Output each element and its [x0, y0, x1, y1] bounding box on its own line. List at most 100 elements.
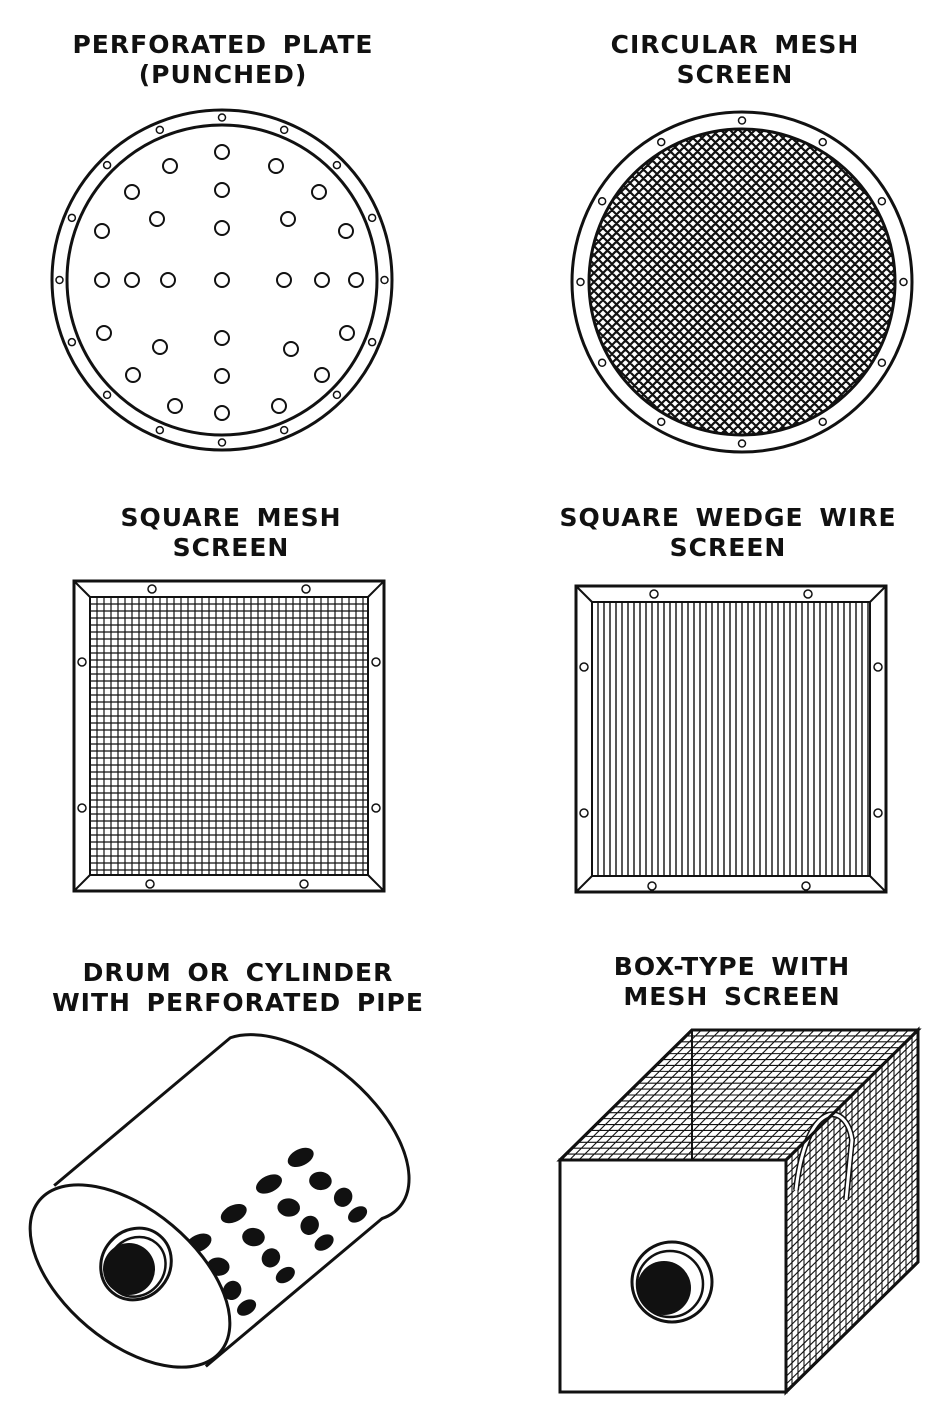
- drum-perforation: [237, 1299, 257, 1316]
- bolt-hole: [67, 337, 77, 347]
- drum-perforation: [222, 1280, 242, 1301]
- bolt-hole: [371, 803, 381, 813]
- internal-pipe-highlight: [794, 1113, 854, 1201]
- bolt-hole: [145, 879, 155, 889]
- frame-miter: [575, 585, 887, 893]
- drum-perforation: [314, 1234, 334, 1251]
- perforation-hole: [152, 339, 168, 355]
- perforation-hole: [214, 330, 230, 346]
- bolt-hole: [579, 662, 589, 672]
- perforation-hole: [96, 325, 112, 341]
- bolt-hole: [649, 589, 659, 599]
- plate-inner-rim: [65, 123, 379, 437]
- bolt-hole: [597, 197, 607, 206]
- circular-mesh-title: CIRCULAR MESH SCREEN: [610, 30, 860, 89]
- perforation-hole: [314, 367, 330, 383]
- drum-perforation: [277, 1198, 300, 1217]
- bolt-hole: [332, 160, 342, 170]
- drum-perforation: [333, 1187, 353, 1207]
- bolt-hole: [877, 197, 887, 206]
- bolt-hole: [818, 417, 827, 427]
- box-pipe-opening: [637, 1261, 691, 1315]
- drum-cylinder-illustration: [28, 1033, 411, 1369]
- pipe-opening: [103, 1243, 155, 1295]
- box-top-mesh: [566, 1029, 912, 1161]
- bolt-hole: [877, 358, 887, 367]
- bolt-hole: [279, 425, 289, 435]
- perforation-hole: [162, 158, 178, 174]
- perforation-hole: [338, 223, 354, 239]
- bolt-hole: [332, 390, 342, 400]
- bolt-hole: [737, 116, 747, 125]
- bolt-hole: [367, 337, 377, 347]
- box-mesh-illustration: [556, 1026, 922, 1396]
- drum-perforation: [309, 1171, 332, 1191]
- perforation-hole: [314, 272, 330, 288]
- box-title: BOX-TYPE WITH MESH SCREEN: [613, 952, 851, 1011]
- frame-outer: [72, 579, 386, 893]
- box-edges: [558, 1028, 920, 1394]
- perforation-hole: [339, 325, 355, 341]
- bolt-hole: [102, 390, 112, 400]
- bolt-hole: [801, 881, 811, 891]
- bolt-hole: [299, 879, 309, 889]
- drum-perforation: [242, 1227, 265, 1247]
- bolt-hole: [657, 137, 666, 147]
- drum-perforation: [287, 1147, 314, 1168]
- perforation-hole: [276, 272, 292, 288]
- drum-perforation: [220, 1203, 247, 1224]
- mesh-outer-rim: [570, 110, 914, 454]
- perforation-hole: [214, 405, 230, 421]
- perforation-hole: [167, 398, 183, 414]
- drum-perforation: [275, 1266, 295, 1284]
- bolt-hole: [217, 113, 227, 122]
- wedge-bars: [597, 602, 869, 876]
- perforation-hole: [283, 341, 299, 357]
- perforation-hole: [214, 368, 230, 384]
- perforation-hole: [214, 220, 230, 236]
- bolt-hole: [367, 213, 377, 223]
- drum-perforation: [300, 1215, 319, 1235]
- perforation-hole: [214, 182, 230, 198]
- mesh-grid: [90, 597, 368, 875]
- bolt-hole: [647, 881, 657, 891]
- bolt-hole: [217, 438, 227, 447]
- drum-perforation: [261, 1248, 281, 1268]
- bolt-hole: [77, 803, 87, 813]
- bolt-hole: [371, 657, 381, 667]
- frame-outer: [574, 584, 888, 894]
- square-mesh-title: SQUARE MESH SCREEN: [120, 503, 342, 562]
- bolt-hole: [657, 417, 666, 427]
- bolt-hole: [67, 213, 77, 223]
- bolt-hole: [873, 662, 883, 672]
- bolt-hole: [301, 584, 311, 594]
- frame-inner: [89, 596, 369, 876]
- perforation-hole: [124, 184, 140, 200]
- bolt-hole: [147, 584, 157, 594]
- bolt-hole: [279, 125, 289, 135]
- perforation-hole: [311, 184, 327, 200]
- perforation-hole: [94, 272, 110, 288]
- bolt-hole: [576, 277, 585, 287]
- perforated-plate-illustration: [50, 108, 394, 452]
- perforation-hole: [124, 272, 140, 288]
- perforation-hole: [160, 272, 176, 288]
- drum-title: DRUM OR CYLINDER WITH PERFORATED PIPE: [52, 958, 424, 1017]
- bolt-hole: [155, 125, 165, 135]
- bolt-hole: [55, 275, 64, 285]
- perforation-hole: [348, 272, 364, 288]
- drum-perforation: [256, 1174, 282, 1194]
- bolt-hole: [579, 808, 589, 818]
- perforation-hole: [214, 144, 230, 160]
- perforation-hole: [268, 158, 284, 174]
- perforation-hole: [125, 367, 141, 383]
- bolt-hole: [380, 275, 389, 285]
- bolt-hole: [77, 657, 87, 667]
- wedge-wire-title: SQUARE WEDGE WIRE SCREEN: [559, 503, 897, 562]
- perforation-hole: [94, 223, 110, 239]
- bolt-hole: [803, 589, 813, 599]
- wedge-wire-illustration: [574, 584, 888, 894]
- bolt-hole: [873, 808, 883, 818]
- bolt-hole: [899, 277, 908, 287]
- mesh-weave: [589, 129, 895, 435]
